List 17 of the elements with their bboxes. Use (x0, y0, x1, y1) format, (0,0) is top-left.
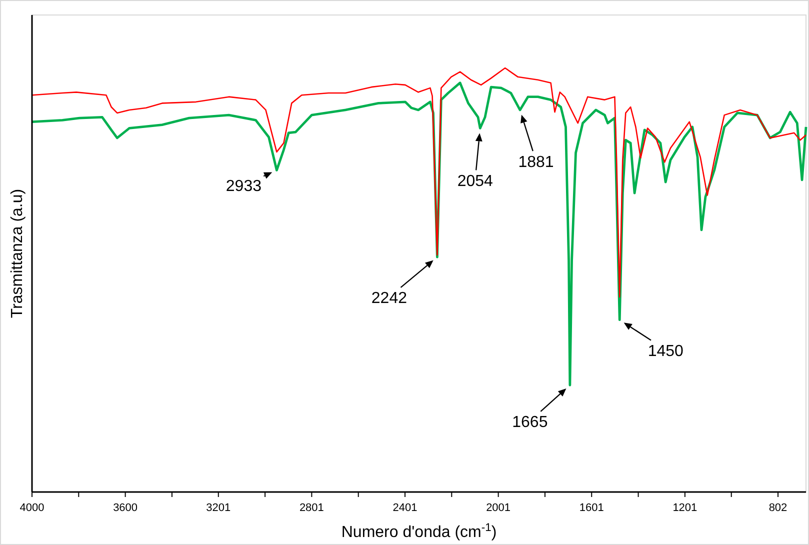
y-axis-title: Trasmittanza (a.u) (9, 188, 26, 318)
x-tick-label: 2401 (392, 502, 418, 514)
annotation: 2054 (457, 173, 494, 190)
x-tick-label: 3201 (206, 502, 231, 514)
x-axis-title: Numero d'onda (cm$^{-1}$) (341, 522, 497, 541)
annotation: 1881 (518, 154, 554, 171)
x-tick-label: 4000 (20, 502, 44, 514)
x-tick-label: 2001 (486, 502, 511, 514)
annotation: 2242 (371, 290, 408, 308)
x-tick-label: 802 (768, 502, 788, 514)
x-tick-label: 1201 (672, 502, 698, 514)
annotation: 1665 (512, 414, 548, 432)
x-tick-label: 2801 (299, 502, 324, 514)
x-tick-label: 3600 (113, 502, 138, 514)
x-tick-label: 1601 (579, 502, 604, 514)
annotation: 2933 (226, 178, 262, 196)
annotation: 1450 (648, 342, 684, 360)
